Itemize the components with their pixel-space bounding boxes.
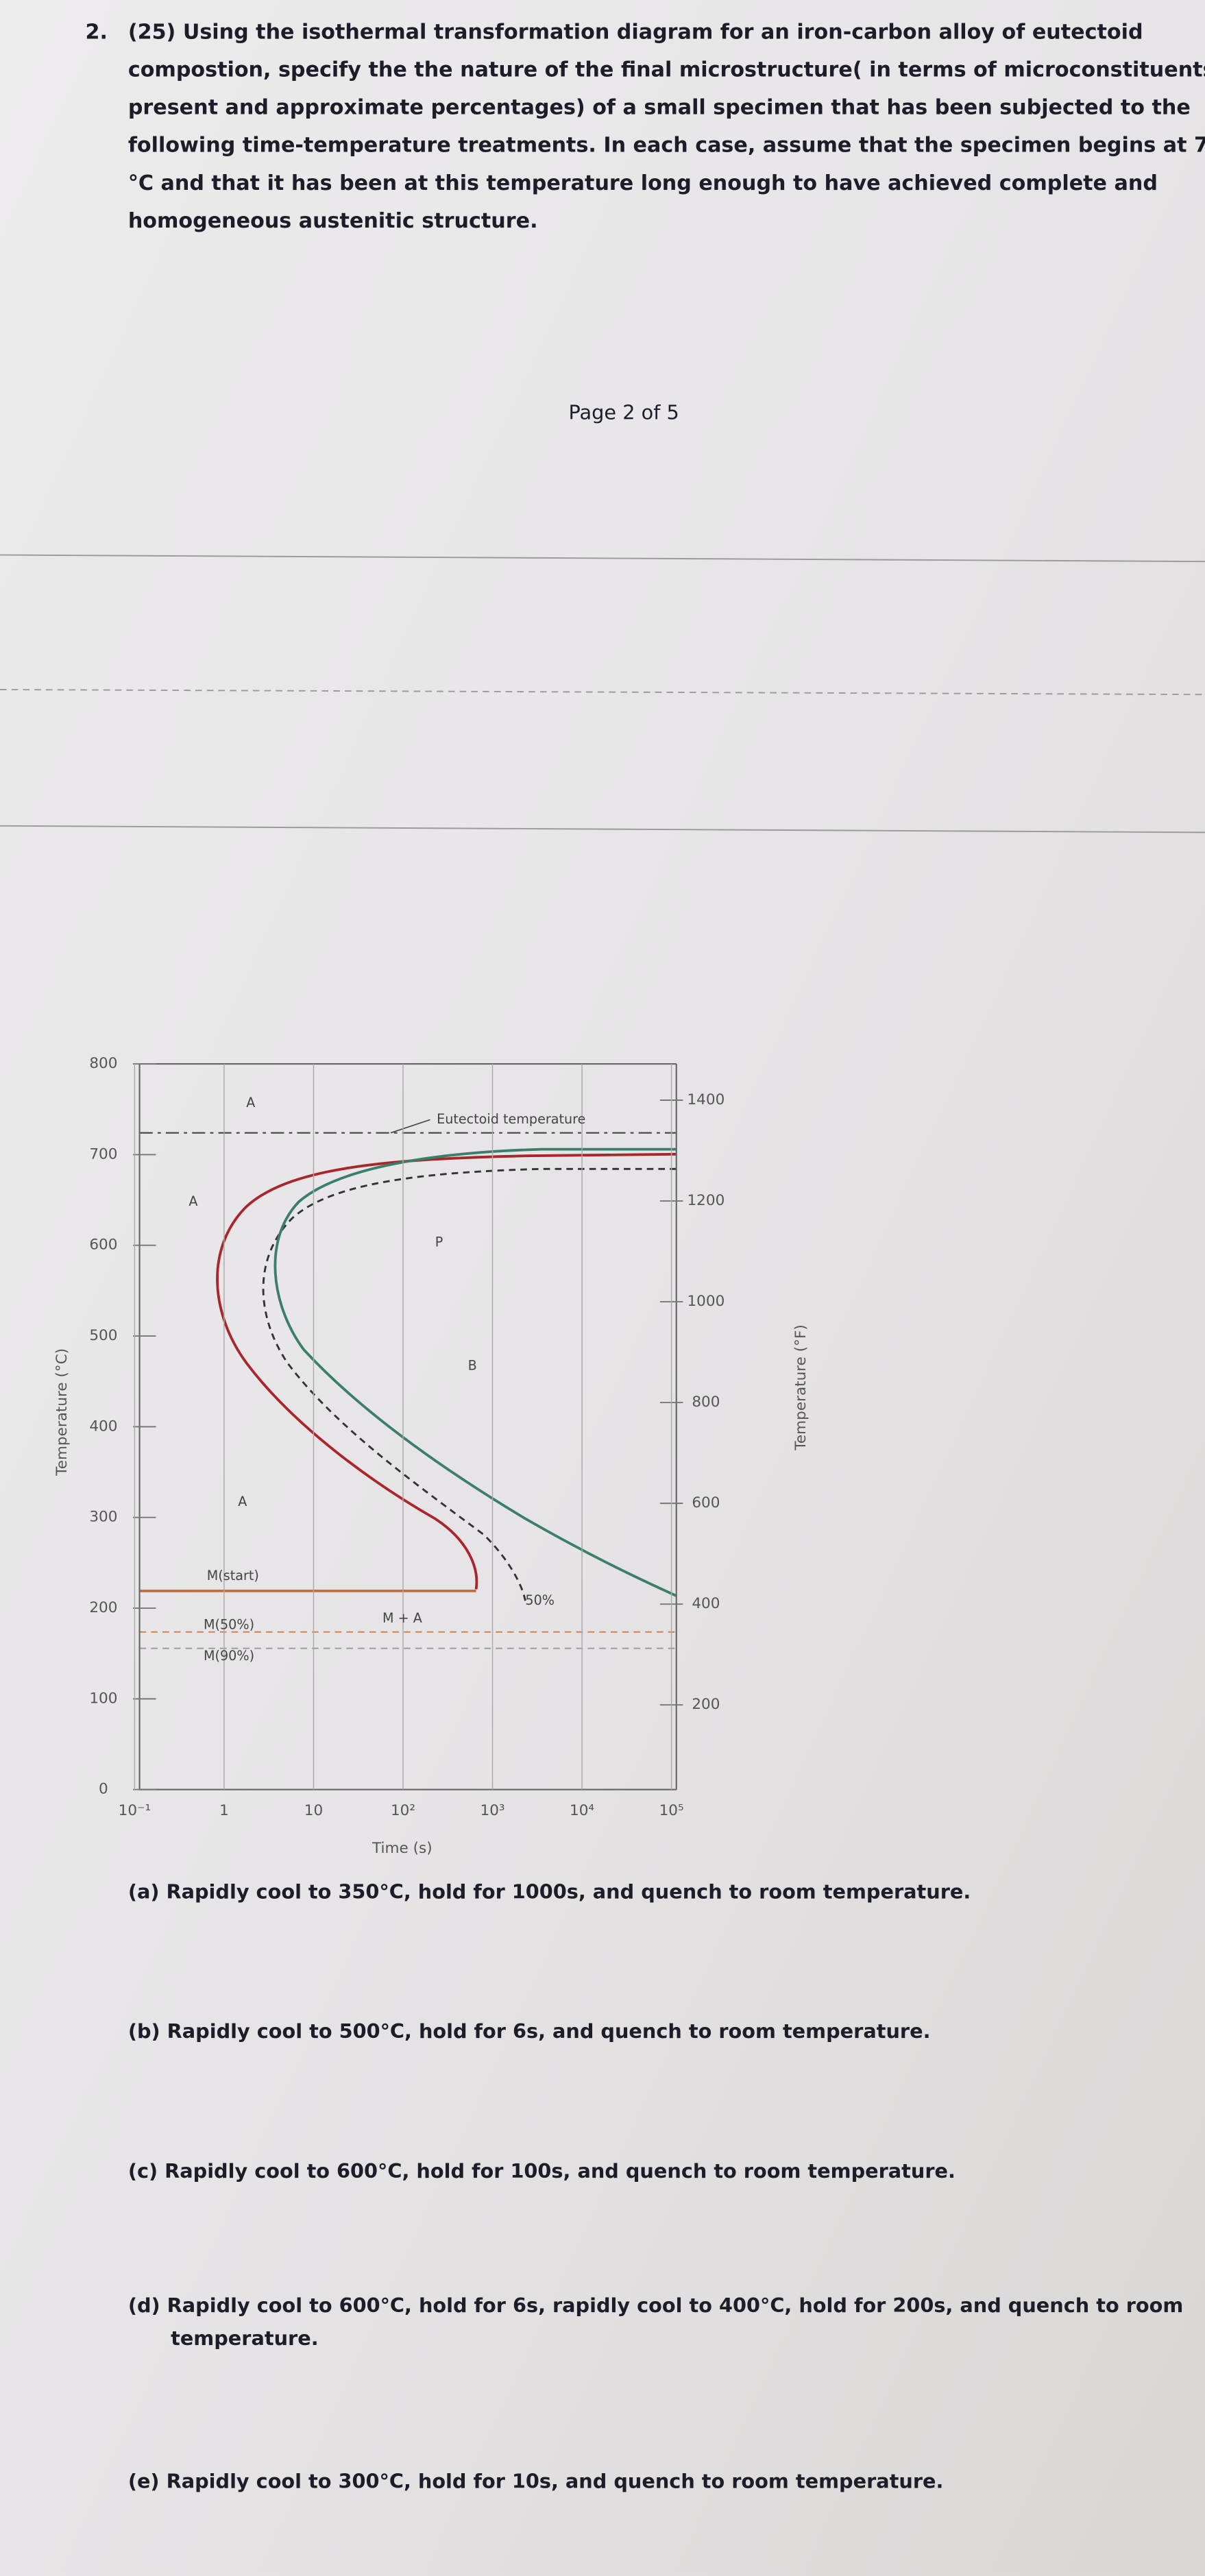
arrow <box>390 1119 430 1134</box>
annotation: A <box>188 1193 197 1209</box>
x-axis-label: Time (s) <box>372 1840 433 1857</box>
question-line: present and approximate percentages) of … <box>128 96 1191 120</box>
annotation: M(50%) <box>204 1617 254 1633</box>
y-tick-label: 200 <box>89 1599 117 1616</box>
y2-tick-label: 800 <box>692 1394 720 1411</box>
question-line: °C and that it has been at this temperat… <box>128 171 1158 195</box>
y-tick-label: 0 <box>99 1781 108 1798</box>
subquestion: (b) Rapidly cool to 500°C, hold for 6s, … <box>128 2019 931 2043</box>
question-line: following time-temperature treatments. I… <box>128 134 1205 158</box>
annotation: Eutectoid temperature <box>437 1111 585 1127</box>
y-tick-label: 700 <box>89 1145 117 1163</box>
y-tick-label: 600 <box>89 1237 117 1254</box>
x-tick-label: 1 <box>219 1802 229 1819</box>
half-curve <box>262 1167 677 1601</box>
y-tick-label: 400 <box>89 1418 117 1435</box>
y2-tick-label: 1400 <box>687 1091 725 1108</box>
y2-tick-label: 200 <box>692 1696 720 1713</box>
annotation: A <box>238 1494 247 1509</box>
divider <box>0 825 1205 834</box>
x-tick-label: 10⁵ <box>659 1802 684 1819</box>
x-tick-label: 10³ <box>480 1802 504 1819</box>
x-tick-label: 10⁴ <box>570 1802 594 1819</box>
x-tick-label: 10 <box>304 1802 323 1819</box>
y2-tick-label: 400 <box>692 1595 720 1612</box>
subquestion: (a) Rapidly cool to 350°C, hold for 1000… <box>128 1880 971 1904</box>
y2-tick-label: 1000 <box>687 1293 725 1310</box>
page-footer: Page 2 of 5 <box>569 401 679 424</box>
annotation: M(90%) <box>204 1648 254 1664</box>
finish-curve <box>273 1147 677 1597</box>
start-curve <box>216 1152 677 1590</box>
x-tick-label: 10⁻¹ <box>119 1802 151 1819</box>
subquestion: (c) Rapidly cool to 600°C, hold for 100s… <box>128 2159 956 2183</box>
subquestion: (e) Rapidly cool to 300°C, hold for 10s,… <box>128 2469 944 2492</box>
question-line: compostion, specify the the nature of th… <box>128 58 1205 82</box>
y2-tick-label: 600 <box>692 1494 720 1511</box>
annotation: 50% <box>525 1592 555 1608</box>
y-tick-label: 100 <box>89 1690 117 1707</box>
divider <box>0 554 1205 563</box>
y-tick-label: 500 <box>89 1327 117 1344</box>
question-number: 2. <box>86 20 108 44</box>
y-tick-label: 800 <box>89 1055 117 1072</box>
annotation: P <box>435 1235 443 1250</box>
question-line: homogeneous austenitic structure. <box>128 209 538 233</box>
question-line: (25) Using the isothermal transformation… <box>128 20 1143 44</box>
subquestion: (d) Rapidly cool to 600°C, hold for 6s, … <box>128 2294 1184 2317</box>
x-tick-label: 10² <box>391 1802 415 1819</box>
y2-tick-label: 1200 <box>687 1192 725 1209</box>
subquestion: temperature. <box>171 2326 319 2350</box>
annotation: M(start) <box>207 1568 259 1583</box>
y2-axis-label: Temperature (°F) <box>792 1324 810 1450</box>
annotation: B <box>468 1357 477 1373</box>
annotation: M + A <box>382 1610 422 1626</box>
y-axis-label: Temperature (°C) <box>53 1348 71 1477</box>
y-tick-label: 300 <box>89 1509 117 1526</box>
divider <box>0 689 1205 696</box>
annotation: A <box>246 1095 255 1110</box>
